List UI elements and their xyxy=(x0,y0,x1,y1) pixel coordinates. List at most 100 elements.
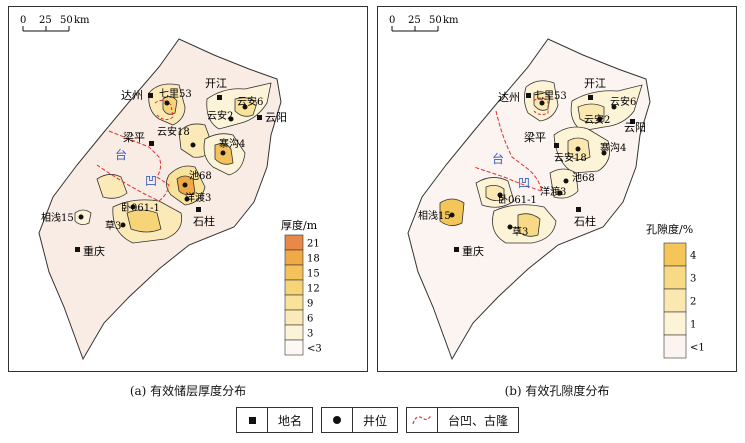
legend-swatch xyxy=(663,242,687,267)
place-marker-shizhu xyxy=(196,207,201,212)
legend-label: 15 xyxy=(307,269,320,280)
legend-label: 4 xyxy=(690,251,696,262)
thickness-map-panel: 0 25 50 km xyxy=(8,6,368,372)
place-marker-chongqing xyxy=(75,247,80,252)
place-marker-yunyang xyxy=(630,119,635,124)
legend-swatch xyxy=(663,311,687,336)
label-yun-an2: 云安2 xyxy=(584,113,610,126)
caption-a: (a) 有效储层厚度分布 xyxy=(129,384,247,398)
scale-tick-0: 0 xyxy=(20,15,26,26)
legend-well-label: 井位 xyxy=(363,413,388,428)
label-kaijiang: 开江 xyxy=(205,77,227,90)
zone-chi xyxy=(549,168,579,199)
label-shizhu: 石柱 xyxy=(574,214,596,228)
map-labels: 达州 开江 云阳 梁平 石柱 重庆 台 凹 七里53 云安2 云安6 云安18 … xyxy=(418,77,646,258)
scale-tick-25: 25 xyxy=(39,15,52,26)
well-wo061-1 xyxy=(497,192,503,198)
label-chongqing: 重庆 xyxy=(83,244,105,258)
label-qili53: 七里53 xyxy=(534,90,567,102)
place-marker-dazhou xyxy=(526,93,531,98)
well-yun-an6 xyxy=(242,104,248,110)
place-markers xyxy=(454,93,635,252)
legend-swatch xyxy=(284,234,304,251)
label-liangping: 梁平 xyxy=(123,130,145,144)
legend-swatch xyxy=(284,264,304,281)
label-wo061-1: 卧061-1 xyxy=(498,193,537,206)
place-marker-liangping xyxy=(149,141,154,146)
porosity-map-panel: 0 25 50 km xyxy=(377,6,737,372)
label-qili53: 七里53 xyxy=(159,88,192,100)
scale-tick-50: 50 xyxy=(60,15,73,26)
label-tai: 台 xyxy=(115,147,127,162)
label-dazhou: 达州 xyxy=(121,89,143,102)
scale-tick-50: 50 xyxy=(429,15,442,26)
well-saiwan4 xyxy=(601,150,607,156)
well-yun-an2 xyxy=(228,116,234,122)
paleo-boundary-north xyxy=(154,99,174,121)
map-labels: 达州 开江 云阳 梁平 石柱 重庆 台 凹 七里53 云安2 云安6 云安18 … xyxy=(41,77,287,258)
legend-swatch xyxy=(663,288,687,313)
caption-b: (b) 有效孔隙度分布 xyxy=(504,384,610,398)
scale-tick-0: 0 xyxy=(389,15,395,26)
label-kaijiang: 开江 xyxy=(584,77,606,90)
well-saiwan4 xyxy=(220,150,226,156)
scale-bar: 0 25 50 km xyxy=(20,15,90,32)
well-xiangqian15 xyxy=(78,214,84,220)
label-liangping: 梁平 xyxy=(524,130,546,144)
place-marker-shizhu xyxy=(576,207,581,212)
zone-northeast-inner xyxy=(577,103,605,123)
legend-swatch xyxy=(284,309,304,326)
legend-label: 18 xyxy=(307,254,320,265)
zone-west xyxy=(96,174,128,199)
well-xiangqian15 xyxy=(449,212,455,218)
label-yangdu3: 洋渡3 xyxy=(185,191,211,204)
porosity-legend: 孔隙度/% 4 3 2 1 <1 xyxy=(646,222,705,359)
legend-label: 9 xyxy=(307,299,313,310)
place-marker-chongqing xyxy=(454,247,459,252)
legend-well: 井位 xyxy=(321,407,399,433)
legend-label: 21 xyxy=(307,239,320,250)
label-yangdu3: 洋渡3 xyxy=(540,185,566,198)
label-ao: 凹 xyxy=(518,176,530,190)
legend-paleo: 台凹、古隆 xyxy=(406,407,520,433)
porosity-legend-title: 孔隙度/% xyxy=(646,222,693,236)
place-markers xyxy=(75,93,262,252)
well-yun-an6 xyxy=(611,104,617,110)
legend-label: <3 xyxy=(307,344,322,355)
paleo-boundary xyxy=(473,110,543,192)
well-cao3 xyxy=(120,222,126,228)
legend-swatch xyxy=(284,249,304,266)
well-yun-an2 xyxy=(597,116,603,122)
paleo-boundary xyxy=(96,130,170,202)
well-wo061-1 xyxy=(130,204,136,210)
well-markers xyxy=(449,100,617,230)
label-saiwan4: 寨沟4 xyxy=(600,141,626,154)
label-xiangqian15: 相浅15 xyxy=(41,211,74,224)
well-yangdu3 xyxy=(557,190,563,196)
label-chongqing: 重庆 xyxy=(462,244,484,258)
zone-south-inner xyxy=(126,209,162,233)
well-yun-an18 xyxy=(575,146,581,152)
symbol-legend: 地名 井位 台凹、古隆 xyxy=(236,407,520,435)
legend-swatch xyxy=(663,265,687,290)
thickness-legend: 厚度/m 21 18 15 12 9 6 3 <3 xyxy=(281,218,322,356)
legend-swatch xyxy=(663,334,687,359)
legend-swatch xyxy=(284,279,304,296)
legend-place-label: 地名 xyxy=(278,413,303,428)
label-yun-an18: 云安18 xyxy=(157,125,190,138)
porosity-map: 0 25 50 km xyxy=(389,15,705,361)
thickness-map: 0 25 50 km xyxy=(20,15,322,361)
place-square-icon xyxy=(237,408,268,432)
scale-unit: km xyxy=(443,15,459,26)
well-cao3 xyxy=(507,224,513,230)
label-ao: 凹 xyxy=(145,174,157,188)
label-yun-an6: 云安6 xyxy=(237,95,263,108)
legend-label: <1 xyxy=(690,343,705,354)
label-yunyang: 云阳 xyxy=(265,111,287,124)
legend-label: 3 xyxy=(307,329,313,340)
well-qili53 xyxy=(164,100,170,106)
label-yunyang: 云阳 xyxy=(624,121,646,134)
paleo-boundary-north xyxy=(533,97,549,116)
legend-place: 地名 xyxy=(236,407,314,433)
place-marker-yunyang xyxy=(257,115,262,120)
